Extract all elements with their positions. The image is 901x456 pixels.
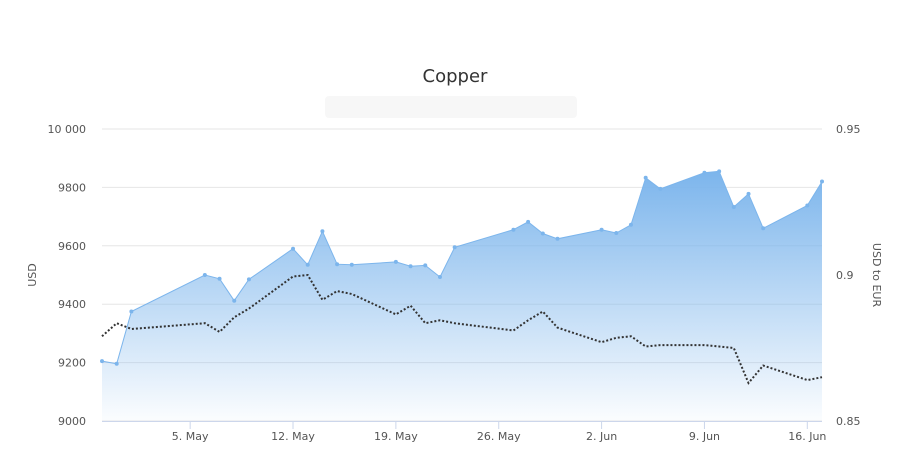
y-tick-label: 9000	[58, 415, 86, 428]
axes: 9000 9200 9400 9600 9800 10 000 0.85 0.9 0.95 5. …	[48, 123, 861, 443]
y-tick-label: 9800	[58, 181, 86, 194]
price-point	[437, 275, 442, 280]
price-point	[643, 175, 648, 180]
price-point	[761, 226, 766, 231]
price-point	[320, 229, 325, 234]
x-tick-label: 16. Jun	[788, 430, 826, 443]
price-point	[702, 170, 707, 175]
price-point	[511, 227, 516, 232]
fx-line	[101, 273, 823, 385]
x-tick-label: 12. May	[271, 430, 315, 443]
price-point	[408, 264, 413, 269]
price-point	[555, 236, 560, 241]
price-point	[614, 230, 619, 235]
x-tick-label: 19. May	[374, 430, 418, 443]
y-tick-label: 9200	[58, 357, 86, 370]
price-point	[202, 273, 207, 277]
price-point	[540, 231, 545, 236]
x-tick-label: 9. Jun	[689, 430, 720, 443]
price-point	[452, 245, 457, 250]
price-point	[291, 246, 296, 251]
price-point	[100, 359, 104, 364]
price-area-fill	[102, 171, 822, 421]
y2-tick-label: 0.95	[836, 123, 861, 136]
price-area	[101, 170, 823, 421]
y-tick-label: 10 000	[48, 123, 87, 136]
chart-subtitle-placeholder	[325, 96, 577, 118]
fx-line-path	[101, 273, 823, 385]
price-point	[305, 262, 310, 267]
price-point	[129, 309, 134, 314]
price-point	[217, 276, 222, 281]
price-point	[731, 204, 736, 209]
price-point	[246, 277, 251, 282]
price-point	[114, 361, 119, 366]
price-point	[658, 186, 663, 191]
price-point	[820, 179, 824, 184]
price-point	[232, 298, 237, 303]
price-point	[628, 222, 633, 227]
y2-tick-label: 0.85	[836, 415, 861, 428]
x-tick-label: 26. May	[477, 430, 521, 443]
y-tick-label: 9400	[58, 298, 86, 311]
x-tick-label: 5. May	[172, 430, 209, 443]
y2-axis-title: USD to EUR	[870, 243, 883, 308]
price-point	[349, 262, 354, 267]
x-tick-label: 2. Jun	[586, 430, 617, 443]
price-points	[100, 169, 824, 366]
price-point	[599, 227, 604, 232]
chart-title: Copper	[423, 66, 489, 87]
y2-tick-label: 0.9	[836, 269, 854, 282]
price-point	[423, 263, 428, 268]
price-point	[393, 259, 398, 264]
price-point	[746, 191, 751, 196]
price-point	[526, 219, 531, 224]
price-point	[717, 169, 722, 174]
y-tick-label: 9600	[58, 240, 86, 253]
price-point	[335, 262, 340, 267]
y-axis-title: USD	[26, 263, 39, 287]
price-point	[805, 203, 810, 208]
